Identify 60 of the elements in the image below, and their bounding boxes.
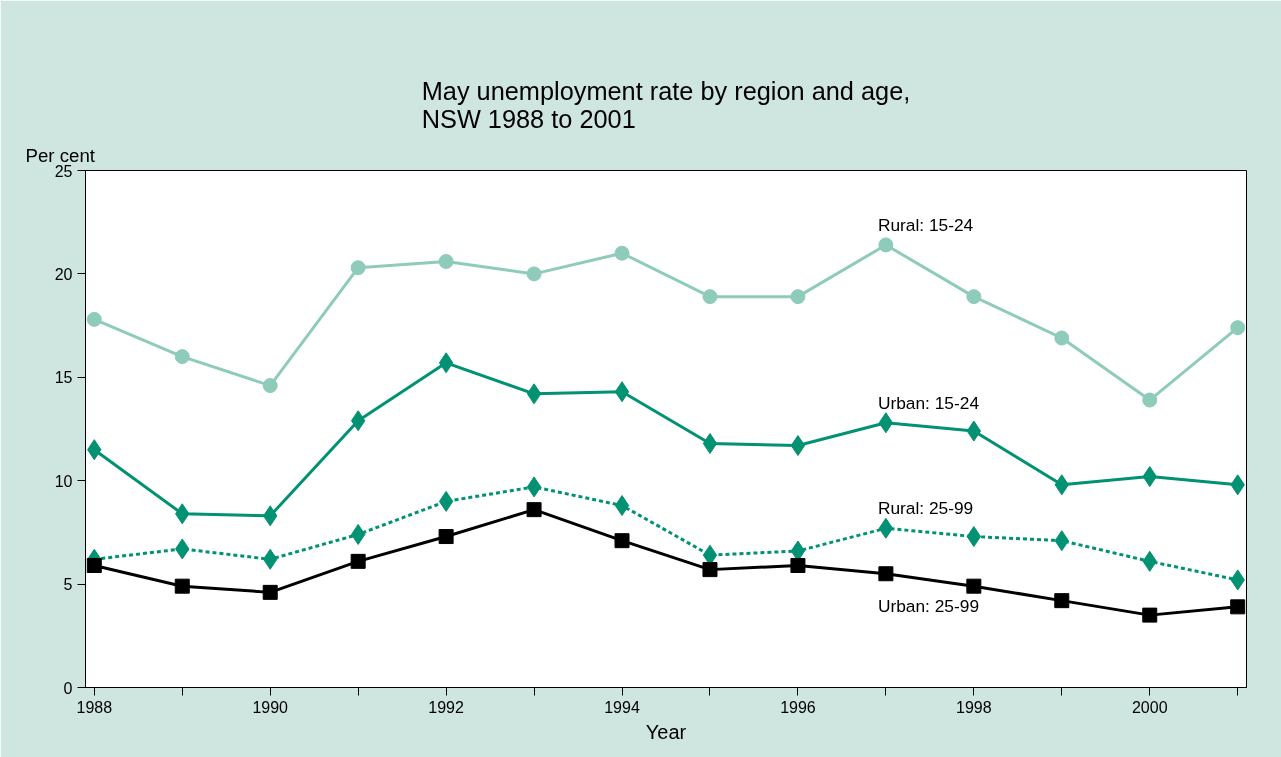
point	[878, 237, 894, 253]
point	[1142, 392, 1158, 408]
point	[702, 562, 718, 578]
point	[878, 566, 894, 582]
x-tick-label: 1988	[76, 698, 113, 716]
point	[350, 553, 366, 569]
point	[350, 410, 366, 432]
point	[438, 529, 454, 545]
x-axis-title: Year	[645, 720, 687, 743]
point	[878, 517, 894, 539]
point	[438, 254, 454, 269]
point	[526, 502, 542, 518]
point	[526, 383, 542, 405]
chart-title: May unemployment rate by region and age, NSW 1988 to 2001	[421, 76, 911, 133]
series-label: Rural: 25-99	[877, 498, 974, 519]
point	[614, 495, 630, 517]
point	[86, 311, 102, 327]
point	[526, 476, 542, 498]
y-tick-label: 0	[63, 679, 73, 697]
point	[350, 260, 366, 276]
point	[702, 432, 718, 454]
series-label: Urban: 15-24	[877, 392, 980, 413]
y-tick-label: 5	[63, 576, 73, 594]
point	[262, 378, 278, 394]
point	[966, 420, 982, 442]
series-label: Rural: 15-24	[877, 214, 974, 235]
point	[614, 533, 630, 549]
point	[174, 349, 190, 365]
point	[1054, 593, 1070, 609]
point	[790, 435, 806, 457]
point	[86, 557, 102, 573]
point	[438, 352, 454, 374]
point	[526, 266, 542, 282]
point	[966, 289, 982, 305]
point	[350, 523, 366, 545]
x-tick-label: 1994	[604, 698, 640, 716]
y-tick-label: 10	[54, 472, 73, 490]
point	[262, 584, 278, 600]
point	[1142, 607, 1158, 623]
x-tick-label: 2000	[1131, 698, 1168, 716]
point	[878, 412, 894, 434]
point	[1230, 320, 1246, 336]
point	[1054, 330, 1070, 346]
point	[790, 289, 806, 305]
point	[702, 289, 718, 305]
x-tick-label: 1992	[428, 698, 465, 716]
y-tick-label: 20	[54, 265, 73, 283]
point	[790, 557, 806, 573]
point	[438, 490, 454, 512]
point	[966, 578, 982, 594]
point	[174, 578, 190, 594]
y-tick-label: 15	[54, 369, 73, 387]
point	[614, 245, 630, 261]
point	[966, 526, 982, 548]
x-tick-label: 1996	[780, 698, 816, 716]
point	[1230, 599, 1246, 615]
x-tick-label: 1998	[956, 698, 992, 716]
x-tick-label: 1990	[252, 698, 289, 716]
series-label: Urban: 25-99	[877, 595, 980, 616]
point	[614, 381, 630, 403]
